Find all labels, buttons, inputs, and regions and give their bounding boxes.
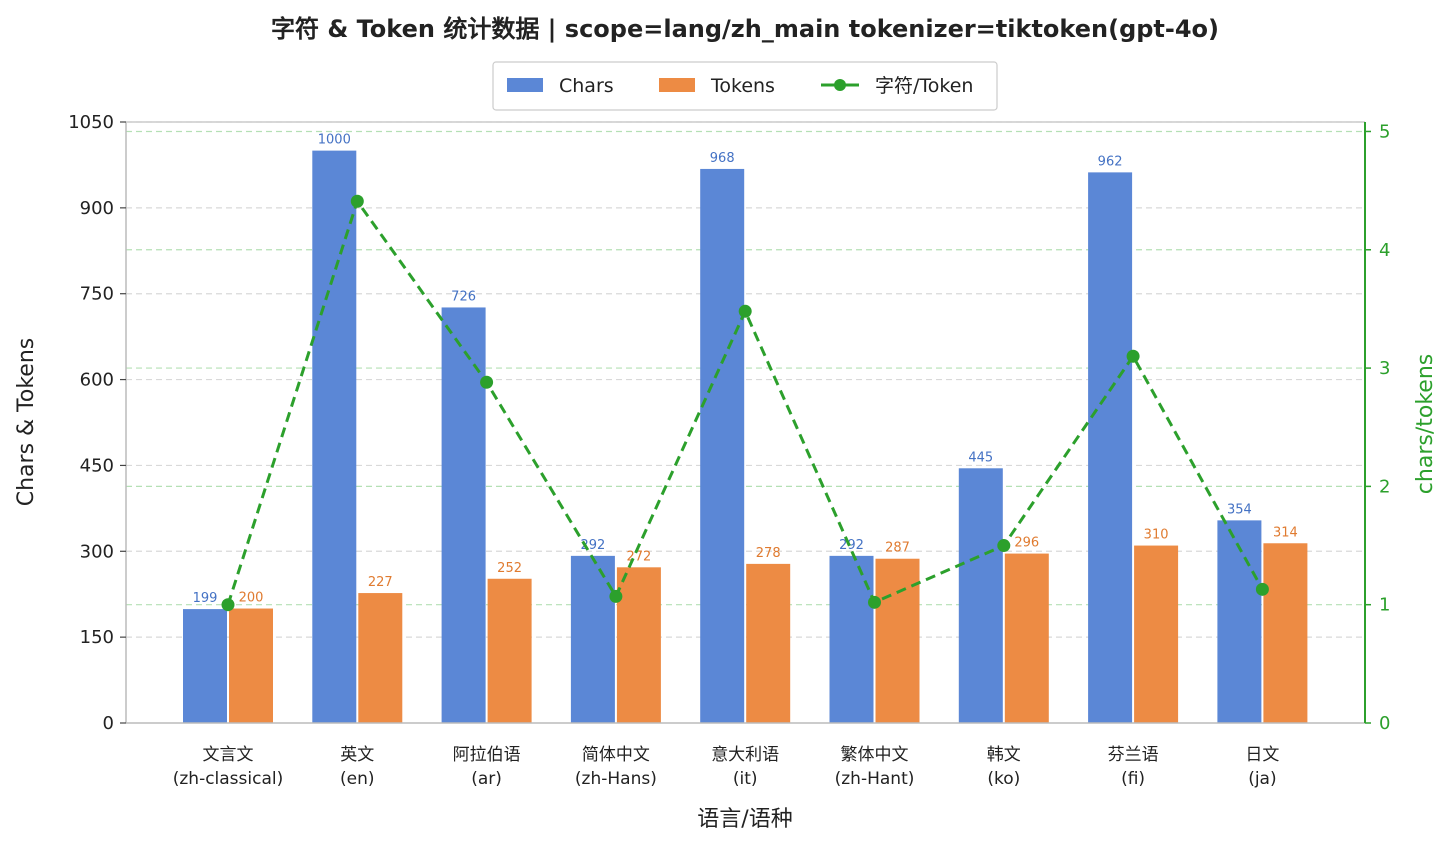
ratio-point <box>997 539 1011 553</box>
category-label-code: (zh-Hans) <box>575 769 657 789</box>
bar-tokens <box>746 563 791 723</box>
bar-label-tokens: 310 <box>1144 528 1169 543</box>
tick-label-left: 300 <box>80 541 114 562</box>
bar-label-chars: 726 <box>451 289 476 304</box>
tick-label-left: 600 <box>80 370 114 391</box>
tick-label-right: 0 <box>1379 713 1390 734</box>
bar-chars <box>312 150 357 724</box>
category-label-code: (zh-Hant) <box>835 769 915 789</box>
bar-label-tokens: 296 <box>1014 536 1039 551</box>
category-label-code: (zh-classical) <box>173 769 284 789</box>
tick-label-right: 4 <box>1379 240 1390 261</box>
chart-title: 字符 & Token 统计数据 | scope=lang/zh_main tok… <box>271 15 1219 43</box>
bars <box>183 150 1308 724</box>
ratio-point <box>221 598 235 612</box>
bar-tokens <box>358 593 403 723</box>
category-labels: 文言文 (zh-classical) 英文 (en) 阿拉伯语 (ar) 简体中文 (zh-H… <box>173 745 1280 789</box>
category-label-code: (it) <box>733 769 758 789</box>
tick-label-left: 150 <box>80 627 114 648</box>
bar-chars <box>958 468 1003 723</box>
bar-label-chars: 1000 <box>318 133 351 148</box>
ratio-point <box>1126 349 1140 363</box>
bar-chars <box>1217 520 1262 723</box>
legend-label-tokens: Tokens <box>710 75 775 97</box>
bar-tokens <box>487 578 532 723</box>
bar-label-chars: 199 <box>193 591 218 606</box>
category-label-code: (ko) <box>987 769 1020 789</box>
category-label-name: 日文 <box>1245 745 1279 765</box>
category-label-code: (fi) <box>1121 769 1145 789</box>
tick-label-right: 3 <box>1379 358 1390 379</box>
bar-label-chars: 292 <box>839 538 864 553</box>
y-axis-label-right: chars/tokens <box>1413 354 1438 494</box>
bar-tokens <box>229 608 273 723</box>
bar-label-tokens: 252 <box>497 561 522 576</box>
bar-tokens <box>875 558 920 723</box>
tick-label-left: 1050 <box>68 112 114 133</box>
x-axis-label: 语言/语种 <box>697 807 792 832</box>
category-label-name: 繁体中文 <box>841 745 909 765</box>
category-label-name: 文言文 <box>203 745 254 765</box>
ratio-point <box>1255 582 1269 596</box>
category-label-code: (ja) <box>1248 769 1276 789</box>
grid <box>126 121 1365 638</box>
category-label-name: 简体中文 <box>582 745 650 765</box>
ratio-point <box>738 304 752 318</box>
bar-chars <box>570 555 615 723</box>
tick-label-right: 2 <box>1379 476 1390 497</box>
bar-label-chars: 968 <box>710 151 735 166</box>
line-series <box>221 194 1269 612</box>
bar-chars <box>700 168 745 723</box>
bar-tokens <box>1004 553 1049 723</box>
legend-box <box>492 61 998 111</box>
bar-label-chars: 445 <box>968 450 993 465</box>
ratio-point <box>480 375 494 389</box>
legend: Chars Tokens 字符/Token <box>492 61 998 111</box>
legend-swatch-tokens <box>659 78 695 92</box>
bar-chars <box>829 555 874 723</box>
tick-label-right: 1 <box>1379 595 1390 616</box>
category-label-code: (ar) <box>471 769 502 789</box>
y-axis-label-left: Chars & Tokens <box>14 338 39 507</box>
ratio-point <box>609 589 623 603</box>
bar-label-tokens: 314 <box>1273 525 1298 540</box>
tick-label-left: 0 <box>103 713 114 734</box>
legend-swatch-chars <box>507 78 543 92</box>
category-label-name: 芬兰语 <box>1108 745 1159 765</box>
bar-chars <box>183 609 227 723</box>
ratio-point <box>350 194 364 208</box>
tick-label-left: 750 <box>80 284 114 305</box>
ratio-point <box>868 595 881 609</box>
legend-label-ratio: 字符/Token <box>875 75 973 97</box>
bar-label-tokens: 287 <box>885 541 910 556</box>
bar-tokens <box>1263 543 1308 723</box>
ticks: 0 150 300 450 600 750 900 1050 0 1 2 3 4 5 <box>68 112 1390 734</box>
legend-marker-ratio <box>834 79 846 91</box>
category-label-name: 韩文 <box>987 745 1021 765</box>
legend-label-chars: Chars <box>559 75 614 97</box>
category-label-code: (en) <box>340 769 375 789</box>
category-label-name: 英文 <box>340 745 374 765</box>
bar-label-chars: 962 <box>1098 154 1123 169</box>
tick-label-left: 450 <box>80 455 114 476</box>
category-label-name: 意大利语 <box>711 745 779 765</box>
bar-chars <box>441 307 486 723</box>
bar-tokens <box>616 567 661 723</box>
bar-label-tokens: 278 <box>756 546 781 561</box>
bar-label-chars: 354 <box>1227 502 1252 517</box>
tick-label-right: 5 <box>1379 121 1390 142</box>
category-label-name: 阿拉伯语 <box>453 745 521 765</box>
bar-label-tokens: 200 <box>239 591 264 606</box>
tick-label-left: 900 <box>80 198 114 219</box>
bar-chars <box>1088 172 1133 724</box>
bar-tokens <box>1134 545 1179 723</box>
bar-label-tokens: 227 <box>368 575 393 590</box>
axes <box>125 121 1366 724</box>
